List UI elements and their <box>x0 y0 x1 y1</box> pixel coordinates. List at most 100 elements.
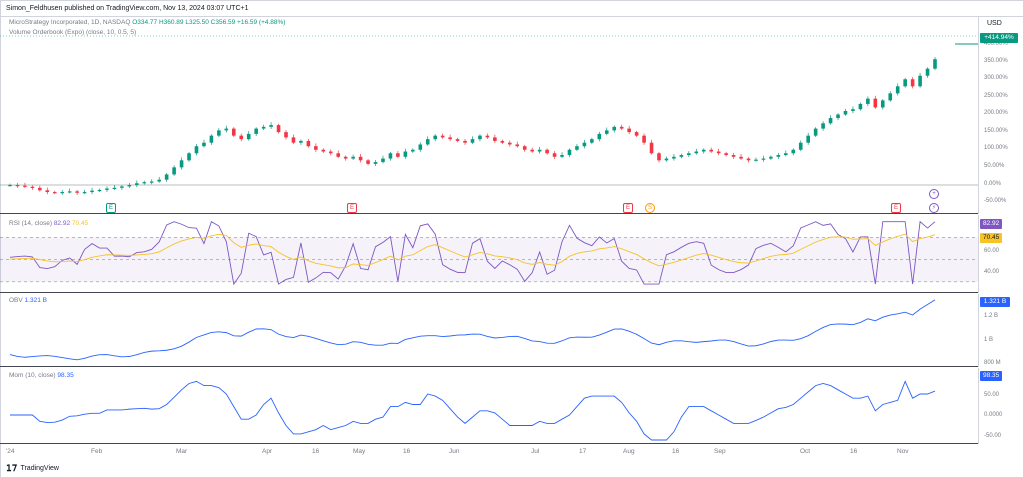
candle-body <box>858 103 863 110</box>
rsi-label: RSI (14, close) <box>9 220 52 227</box>
candle-body <box>90 190 94 193</box>
mom-line <box>10 380 936 441</box>
mom-legend[interactable]: Mom (10, close) 98.35 <box>9 372 74 379</box>
obv-pane[interactable] <box>0 294 978 367</box>
candle-body <box>754 159 758 161</box>
x-axis-label: 16 <box>850 448 858 455</box>
news-plus-icon[interactable]: + <box>929 189 939 199</box>
price-tick: 50.00% <box>984 163 1005 169</box>
candle-body <box>8 185 12 187</box>
mom-pane[interactable] <box>0 368 978 444</box>
rsi-pane[interactable] <box>0 215 978 293</box>
x-axis-label: Feb <box>91 448 103 455</box>
candle-body <box>903 79 907 87</box>
candle-body <box>545 149 549 154</box>
candle-body <box>269 125 273 127</box>
candle-body <box>246 133 251 140</box>
x-axis-label: Jul <box>531 448 540 455</box>
mom-scale[interactable] <box>978 368 1024 444</box>
earnings-marker[interactable]: E <box>891 203 901 213</box>
candle-body <box>425 139 430 145</box>
candle-body <box>231 128 236 136</box>
obv-tick: 1.2 B <box>984 313 999 319</box>
rsi-value-tag: 82.92 <box>980 219 1002 229</box>
candle-body <box>418 144 423 150</box>
candle-body <box>493 137 497 141</box>
price-tick: 150.00% <box>984 128 1008 134</box>
price-tick: 350.00% <box>984 58 1008 64</box>
symbol-legend[interactable]: MicroStrategy Incorporated, 1D, NASDAQ O… <box>9 19 285 26</box>
obv-legend[interactable]: OBV 1.321 B <box>9 297 47 304</box>
candle-body <box>925 68 930 76</box>
x-axis-label: Nov <box>897 448 909 455</box>
candle-body <box>604 130 609 134</box>
candle-body <box>694 151 699 154</box>
x-axis-label: Apr <box>262 448 273 455</box>
candle-body <box>75 191 79 193</box>
candle-body <box>560 155 564 157</box>
earnings-marker[interactable]: E <box>106 203 116 213</box>
candle-body <box>157 179 161 182</box>
candle-body <box>127 185 132 187</box>
mom-tick: 0.0000 <box>984 412 1003 418</box>
candle-body <box>724 153 728 156</box>
candle-body <box>440 135 445 138</box>
price-scale[interactable] <box>978 17 1024 214</box>
candle-body <box>187 153 191 161</box>
candle-body <box>179 160 184 168</box>
publisher-bar: Simon_Feldhusen published on TradingView… <box>0 0 1024 17</box>
currency-label[interactable]: USD <box>987 20 1002 27</box>
candle-body <box>373 162 378 164</box>
x-axis-label: Sep <box>714 448 726 455</box>
obv-line <box>9 299 936 361</box>
candle-body <box>627 128 631 133</box>
rsi-scale[interactable] <box>978 215 1024 293</box>
x-axis-label: May <box>353 448 366 455</box>
candle-body <box>612 126 617 131</box>
candle-body <box>433 135 438 140</box>
rsi-ma-value: 70.45 <box>71 220 89 227</box>
candle-body <box>716 151 721 154</box>
candle-body <box>739 156 743 159</box>
candle-body <box>500 140 505 143</box>
lightning-icon[interactable]: ⚡ <box>929 203 939 213</box>
candle-body <box>687 153 691 156</box>
candle-body <box>672 156 676 159</box>
earnings-marker[interactable]: E <box>347 203 357 213</box>
candle-body <box>60 192 65 194</box>
candle-body <box>314 146 318 150</box>
x-axis-label: 17 <box>579 448 587 455</box>
candle-body <box>455 139 460 141</box>
candle-body <box>582 142 587 147</box>
candle-body <box>291 137 296 143</box>
obv-scale[interactable] <box>978 294 1024 367</box>
candle-body <box>746 158 751 161</box>
candle-body <box>933 59 937 69</box>
candle-body <box>284 132 288 138</box>
candle-body <box>52 192 57 194</box>
candle-body <box>657 153 661 161</box>
mom-tick: -50.00 <box>984 433 1002 439</box>
ohlc-close: C356.59 <box>210 19 236 26</box>
split-marker[interactable]: S <box>645 203 655 213</box>
candle-body <box>30 186 35 188</box>
candle-body <box>806 135 810 143</box>
x-axis-label: 16 <box>403 448 411 455</box>
tradingview-logo[interactable]: 𝟣𝟩 TradingView <box>6 463 59 474</box>
price-tick: 300.00% <box>984 75 1008 81</box>
rsi-tick: 60.00 <box>984 248 1000 254</box>
price-pane[interactable] <box>0 17 978 214</box>
candle-body <box>112 187 117 190</box>
candle-body <box>164 174 169 180</box>
candle-body <box>224 128 229 131</box>
earnings-marker[interactable]: E <box>623 203 633 213</box>
candle-body <box>485 135 490 138</box>
candle-body <box>522 146 527 150</box>
candle-body <box>567 149 572 156</box>
volume-orderbook-legend[interactable]: Volume Orderbook (Expo) (close, 10, 0.5,… <box>9 29 137 36</box>
mom-value: 98.35 <box>57 372 74 379</box>
rsi-legend[interactable]: RSI (14, close) 82.92 70.45 <box>9 220 88 227</box>
candle-body <box>597 133 602 140</box>
mom-tick: 50.00 <box>984 392 1000 398</box>
candle-body <box>67 191 72 193</box>
